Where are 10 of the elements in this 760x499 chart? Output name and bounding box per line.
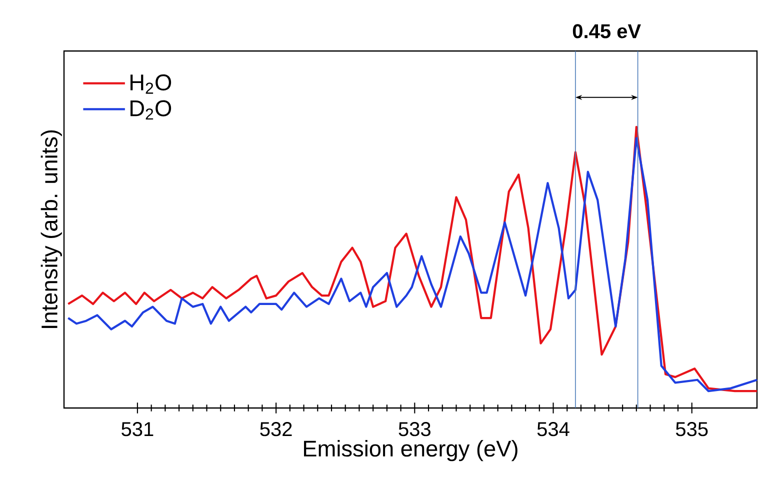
legend-label: H$_{2}$O xyxy=(130,74,172,94)
text: 0.45 eV xyxy=(572,24,641,38)
x-tick-label: 533 xyxy=(398,422,430,436)
y-axis-title: Intensity (arb. units) xyxy=(40,130,62,328)
x-tick-label: 531 xyxy=(122,422,154,436)
legend-label: D$_{2}$O xyxy=(130,100,172,120)
x-tick-label: 532 xyxy=(260,422,292,436)
x-axis-title: Emission energy (eV) xyxy=(304,440,518,462)
x-tick-label: 535 xyxy=(676,422,708,436)
x-tick-label: 534 xyxy=(537,422,570,436)
